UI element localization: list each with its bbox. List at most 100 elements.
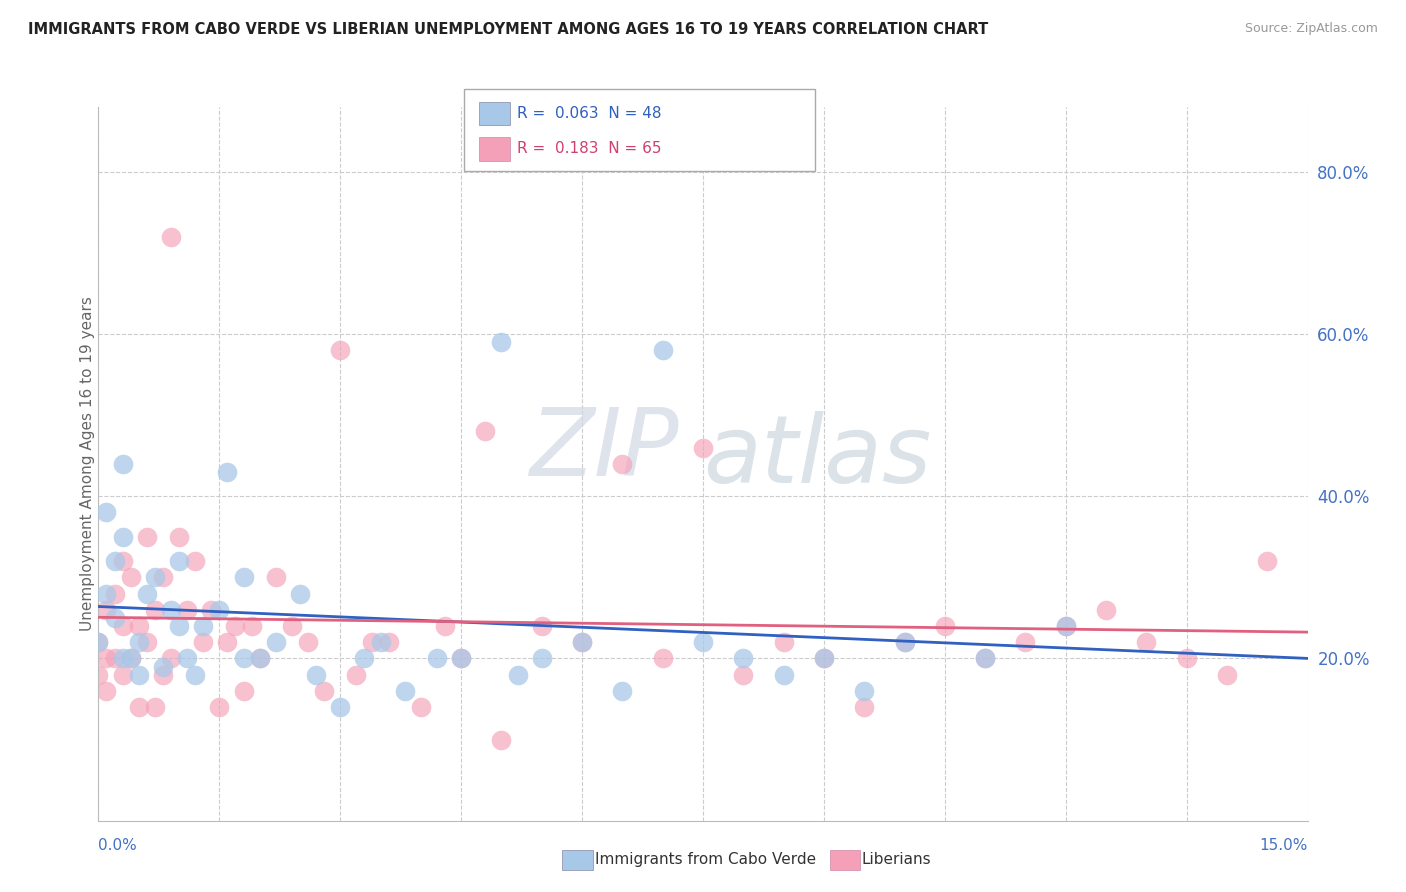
Point	[111, 667, 134, 681]
Point	[329, 343, 352, 358]
Point	[409, 700, 432, 714]
Point	[128, 619, 150, 633]
Point	[200, 603, 222, 617]
Point	[111, 619, 134, 633]
Point	[571, 635, 593, 649]
Point	[651, 651, 673, 665]
Text: Immigrants from Cabo Verde: Immigrants from Cabo Verde	[595, 853, 815, 867]
Point	[103, 651, 125, 665]
Point	[103, 586, 125, 600]
Point	[240, 619, 263, 633]
Point	[297, 635, 319, 649]
Point	[111, 457, 134, 471]
Y-axis label: Unemployment Among Ages 16 to 19 years: Unemployment Among Ages 16 to 19 years	[80, 296, 94, 632]
Point	[772, 667, 794, 681]
Point	[426, 651, 449, 665]
Point	[176, 651, 198, 665]
Point	[160, 603, 183, 617]
Point	[692, 635, 714, 649]
Text: R =  0.183  N = 65: R = 0.183 N = 65	[517, 142, 662, 156]
Point	[1175, 651, 1198, 665]
Point	[434, 619, 457, 633]
Point	[152, 570, 174, 584]
Point	[111, 530, 134, 544]
Point	[772, 635, 794, 649]
Point	[184, 667, 207, 681]
Point	[135, 586, 157, 600]
Point	[152, 659, 174, 673]
Point	[217, 465, 239, 479]
Point	[128, 635, 150, 649]
Point	[1014, 635, 1036, 649]
Point	[96, 651, 118, 665]
Point	[1135, 635, 1157, 649]
Point	[167, 554, 190, 568]
Point	[232, 651, 254, 665]
Point	[111, 651, 134, 665]
Point	[135, 635, 157, 649]
Point	[1095, 603, 1118, 617]
Point	[491, 732, 513, 747]
Point	[143, 700, 166, 714]
Point	[1216, 667, 1239, 681]
Point	[377, 635, 399, 649]
Point	[361, 635, 384, 649]
Point	[224, 619, 246, 633]
Point	[167, 530, 190, 544]
Point	[314, 684, 336, 698]
Point	[491, 335, 513, 350]
Point	[217, 635, 239, 649]
Point	[329, 700, 352, 714]
Point	[232, 684, 254, 698]
Point	[530, 651, 553, 665]
Point	[120, 651, 142, 665]
Point	[87, 635, 110, 649]
Point	[128, 667, 150, 681]
Point	[96, 586, 118, 600]
Point	[281, 619, 304, 633]
Point	[103, 611, 125, 625]
Point	[96, 684, 118, 698]
Point	[184, 554, 207, 568]
Point	[143, 570, 166, 584]
Point	[353, 651, 375, 665]
Point	[612, 457, 634, 471]
Point	[506, 667, 529, 681]
Point	[249, 651, 271, 665]
Point	[111, 554, 134, 568]
Point	[208, 603, 231, 617]
Point	[143, 603, 166, 617]
Point	[1054, 619, 1077, 633]
Point	[813, 651, 835, 665]
Text: ZIP: ZIP	[529, 404, 679, 495]
Point	[232, 570, 254, 584]
Point	[87, 635, 110, 649]
Point	[193, 635, 215, 649]
Point	[176, 603, 198, 617]
Point	[651, 343, 673, 358]
Point	[264, 635, 287, 649]
Point	[96, 506, 118, 520]
Point	[305, 667, 328, 681]
Text: IMMIGRANTS FROM CABO VERDE VS LIBERIAN UNEMPLOYMENT AMONG AGES 16 TO 19 YEARS CO: IMMIGRANTS FROM CABO VERDE VS LIBERIAN U…	[28, 22, 988, 37]
Point	[733, 667, 755, 681]
Point	[853, 700, 876, 714]
Point	[853, 684, 876, 698]
Point	[450, 651, 472, 665]
Point	[288, 586, 311, 600]
Point	[249, 651, 271, 665]
Point	[160, 229, 183, 244]
Point	[1256, 554, 1278, 568]
Text: atlas: atlas	[703, 411, 931, 502]
Point	[474, 425, 496, 439]
Text: R =  0.063  N = 48: R = 0.063 N = 48	[517, 106, 662, 120]
Point	[974, 651, 997, 665]
Point	[120, 570, 142, 584]
Point	[893, 635, 915, 649]
Point	[120, 651, 142, 665]
Point	[160, 651, 183, 665]
Text: 15.0%: 15.0%	[1260, 838, 1308, 854]
Point	[893, 635, 915, 649]
Point	[733, 651, 755, 665]
Point	[571, 635, 593, 649]
